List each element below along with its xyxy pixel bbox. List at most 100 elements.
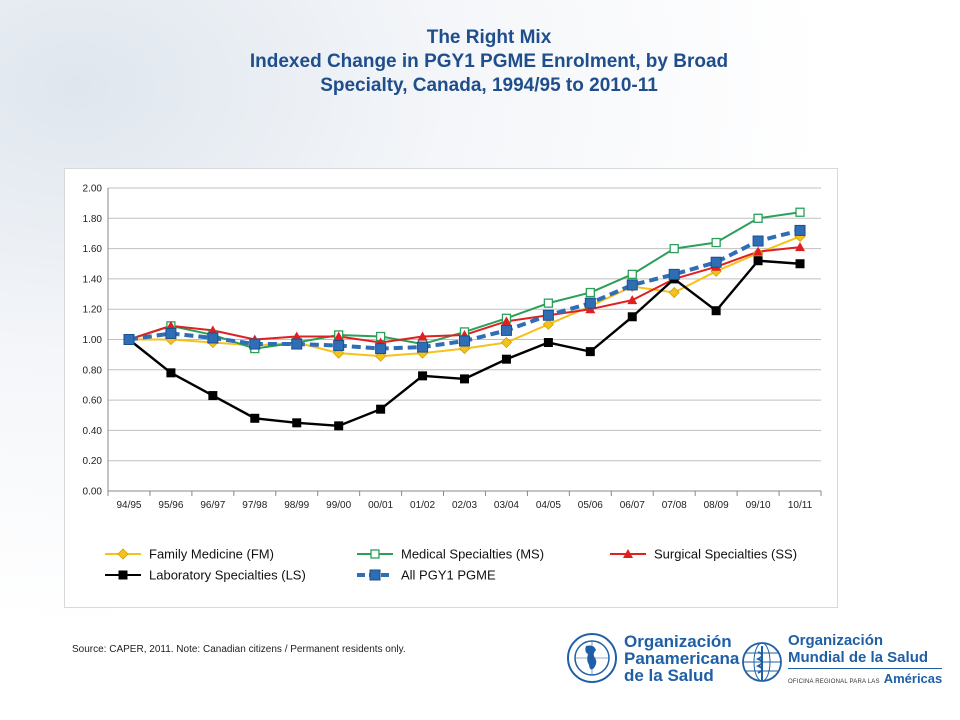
- who-region: Américas: [883, 671, 943, 686]
- legend-swatch-marker: [117, 548, 129, 560]
- paho-line-3: de la Salud: [624, 665, 714, 685]
- x-tick-label: 10/11: [788, 500, 813, 511]
- x-tick-label: 02/03: [452, 500, 477, 511]
- y-tick-label: 0.60: [83, 396, 103, 407]
- data-point-series-4: [376, 404, 386, 414]
- source-note: Source: CAPER, 2011. Note: Canadian citi…: [72, 644, 406, 655]
- data-point-series-4: [166, 368, 176, 378]
- data-point-series-4: [711, 306, 721, 316]
- title-line-3: Specialty, Canada, 1994/95 to 2010-11: [320, 75, 658, 96]
- x-tick-label: 03/04: [494, 500, 519, 511]
- data-point-series-2: [753, 213, 763, 223]
- data-point-series-3: [207, 325, 218, 335]
- data-point-series-3: [291, 331, 302, 341]
- data-point-series-3: [165, 320, 176, 330]
- paho-logo: Organización Panamericana de la Salud: [566, 632, 739, 684]
- legend-swatch-marker: [623, 549, 633, 558]
- data-point-series-5: [459, 335, 470, 347]
- data-point-series-5: [207, 332, 219, 344]
- y-tick-label: 1.40: [83, 274, 103, 285]
- paho-line-1: Organización: [624, 631, 732, 651]
- y-tick-label: 1.60: [83, 244, 103, 255]
- legend-label: All PGY1 PGME: [401, 568, 496, 583]
- data-point-series-3: [795, 242, 806, 252]
- data-point-series-2: [669, 243, 679, 254]
- data-point-series-4: [418, 371, 428, 381]
- data-point-series-5: [752, 235, 764, 247]
- data-point-series-4: [250, 413, 260, 423]
- who-sub: OFICINA REGIONAL PARA LAS: [788, 679, 880, 685]
- data-point-series-5: [500, 324, 512, 336]
- data-point-series-4: [627, 312, 637, 322]
- data-point-series-2: [711, 237, 721, 248]
- legend-swatch-marker: [118, 570, 128, 580]
- data-point-series-4: [460, 374, 469, 384]
- x-tick-label: 98/99: [284, 500, 309, 511]
- data-point-series-1: [542, 318, 554, 330]
- y-tick-label: 2.00: [83, 184, 103, 195]
- legend-label: Medical Specialties (MS): [401, 547, 544, 562]
- title-line-1: The Right Mix: [426, 27, 552, 48]
- data-point-series-2: [627, 269, 637, 280]
- data-point-series-5: [626, 279, 638, 291]
- y-tick-label: 0.00: [83, 487, 103, 498]
- data-point-series-4: [501, 354, 511, 364]
- data-point-series-5: [417, 341, 429, 353]
- x-tick-label: 05/06: [578, 500, 603, 511]
- y-tick-label: 1.20: [83, 305, 103, 316]
- legend-label: Family Medicine (FM): [149, 547, 274, 562]
- data-point-series-5: [668, 268, 680, 280]
- title-block: The Right Mix Indexed Change in PGY1 PGM…: [0, 26, 960, 98]
- who-line-2: Mundial de la Salud: [788, 649, 929, 666]
- y-tick-label: 0.40: [83, 426, 103, 437]
- data-point-series-2: [585, 287, 595, 298]
- chart-frame: 0.00 0.20 0.40 0.60 0.80 1.00 1.20 1.40 1.60 1.80…: [64, 168, 838, 608]
- x-tick-label: 99/00: [326, 500, 351, 511]
- legend-label: Laboratory Specialties (LS): [149, 568, 306, 583]
- data-point-series-4: [208, 391, 218, 401]
- y-tick-label: 1.00: [83, 335, 103, 346]
- data-point-series-5: [123, 334, 135, 345]
- x-tick-label: 08/09: [704, 500, 729, 511]
- x-tick-label: 09/10: [746, 500, 771, 511]
- data-point-series-4: [795, 259, 805, 269]
- data-point-series-5: [165, 327, 177, 339]
- data-point-series-4: [292, 418, 302, 428]
- x-tick-label: 94/95: [116, 500, 141, 511]
- data-point-series-5: [794, 224, 806, 236]
- data-point-series-3: [333, 331, 344, 341]
- x-tick-label: 96/97: [200, 500, 225, 511]
- data-point-series-2: [795, 207, 805, 217]
- data-point-series-3: [627, 295, 638, 305]
- x-tick-label: 97/98: [242, 500, 267, 511]
- who-wordmark: Organización Mundial de la Salud OFICINA…: [788, 632, 943, 691]
- title-line-2: Indexed Change in PGY1 PGME Enrolment, b…: [249, 51, 729, 72]
- who-line-1: Organización: [788, 632, 884, 649]
- y-tick-label: 0.20: [83, 456, 103, 467]
- who-logo: Organización Mundial de la Salud OFICINA…: [740, 632, 943, 691]
- data-point-series-4: [543, 338, 553, 348]
- data-point-series-3: [417, 331, 428, 341]
- y-tick-label: 0.80: [83, 365, 103, 376]
- data-point-series-3: [585, 304, 596, 314]
- line-chart: 0.00 0.20 0.40 0.60 0.80 1.00 1.20 1.40 1.60 1.80…: [83, 184, 822, 583]
- x-tick-label: 07/08: [662, 500, 687, 511]
- legend-swatch-marker: [369, 569, 381, 581]
- data-point-series-3: [501, 316, 512, 326]
- data-point-series-5: [584, 297, 596, 309]
- data-point-series-5: [291, 338, 303, 350]
- data-point-series-5: [333, 340, 345, 352]
- paho-globe-emblem-icon: [567, 633, 617, 683]
- data-point-series-2: [543, 298, 554, 308]
- x-tick-label: 04/05: [536, 500, 561, 511]
- data-point-series-5: [710, 256, 722, 268]
- x-tick-label: 01/02: [410, 500, 435, 511]
- who-emblem-icon: [742, 641, 782, 682]
- data-point-series-5: [375, 343, 387, 355]
- x-tick-label: 00/01: [368, 500, 393, 511]
- data-point-series-4: [585, 347, 595, 357]
- y-tick-label: 1.80: [83, 214, 103, 225]
- data-point-series-4: [334, 421, 344, 431]
- legend-swatch-marker: [370, 549, 380, 559]
- data-point-series-5: [542, 309, 554, 321]
